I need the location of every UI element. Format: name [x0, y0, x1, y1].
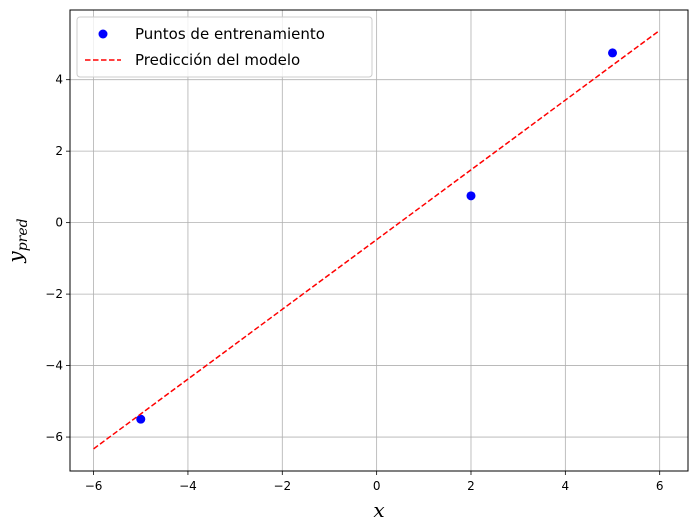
- training-point: [608, 48, 618, 58]
- x-tick-label: −4: [179, 479, 197, 493]
- prediction-line: [93, 29, 661, 450]
- y-axis-label-subscript: pred: [15, 218, 31, 251]
- x-tick-label: 4: [562, 479, 570, 493]
- legend: Puntos de entrenamiento Predicción del mo…: [76, 16, 373, 78]
- x-tick-label: −2: [273, 479, 291, 493]
- y-axis-label: ypred: [3, 218, 31, 263]
- y-tick-label: 0: [55, 216, 63, 230]
- axis-ticks: −6 −4 −2 0 2 4 6 −6 −4 −2 0 2 4: [45, 73, 663, 493]
- y-tick-label: −6: [45, 430, 63, 444]
- y-tick-label: −2: [45, 287, 63, 301]
- legend-label: Puntos de entrenamiento: [135, 25, 325, 43]
- training-point: [136, 414, 146, 424]
- y-tick-label: 2: [55, 144, 63, 158]
- x-axis-label: x: [373, 498, 384, 522]
- grid: [70, 10, 688, 471]
- y-tick-label: −4: [45, 359, 63, 373]
- training-point: [466, 191, 476, 201]
- y-tick-label: 4: [55, 73, 63, 87]
- chart-marks: [93, 29, 661, 450]
- legend-box: [76, 16, 373, 78]
- plot-frame: [69, 9, 689, 472]
- y-axis-label-base: y: [3, 251, 27, 264]
- x-tick-label: 6: [656, 479, 664, 493]
- legend-label: Predicción del modelo: [135, 51, 300, 69]
- x-tick-label: 0: [373, 479, 381, 493]
- legend-marker-swatch: [98, 29, 108, 39]
- x-tick-label: 2: [467, 479, 475, 493]
- x-tick-label: −6: [85, 479, 103, 493]
